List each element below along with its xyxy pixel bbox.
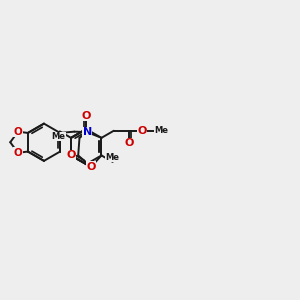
Text: O: O (14, 148, 22, 158)
Text: O: O (138, 126, 147, 136)
Text: O: O (14, 127, 22, 136)
Text: O: O (86, 162, 96, 172)
Text: Me: Me (154, 126, 169, 135)
Text: N: N (82, 127, 92, 137)
Text: Me: Me (106, 153, 120, 162)
Text: O: O (66, 150, 76, 161)
Text: O: O (124, 138, 134, 148)
Text: Me: Me (52, 132, 65, 141)
Text: O: O (82, 111, 91, 121)
